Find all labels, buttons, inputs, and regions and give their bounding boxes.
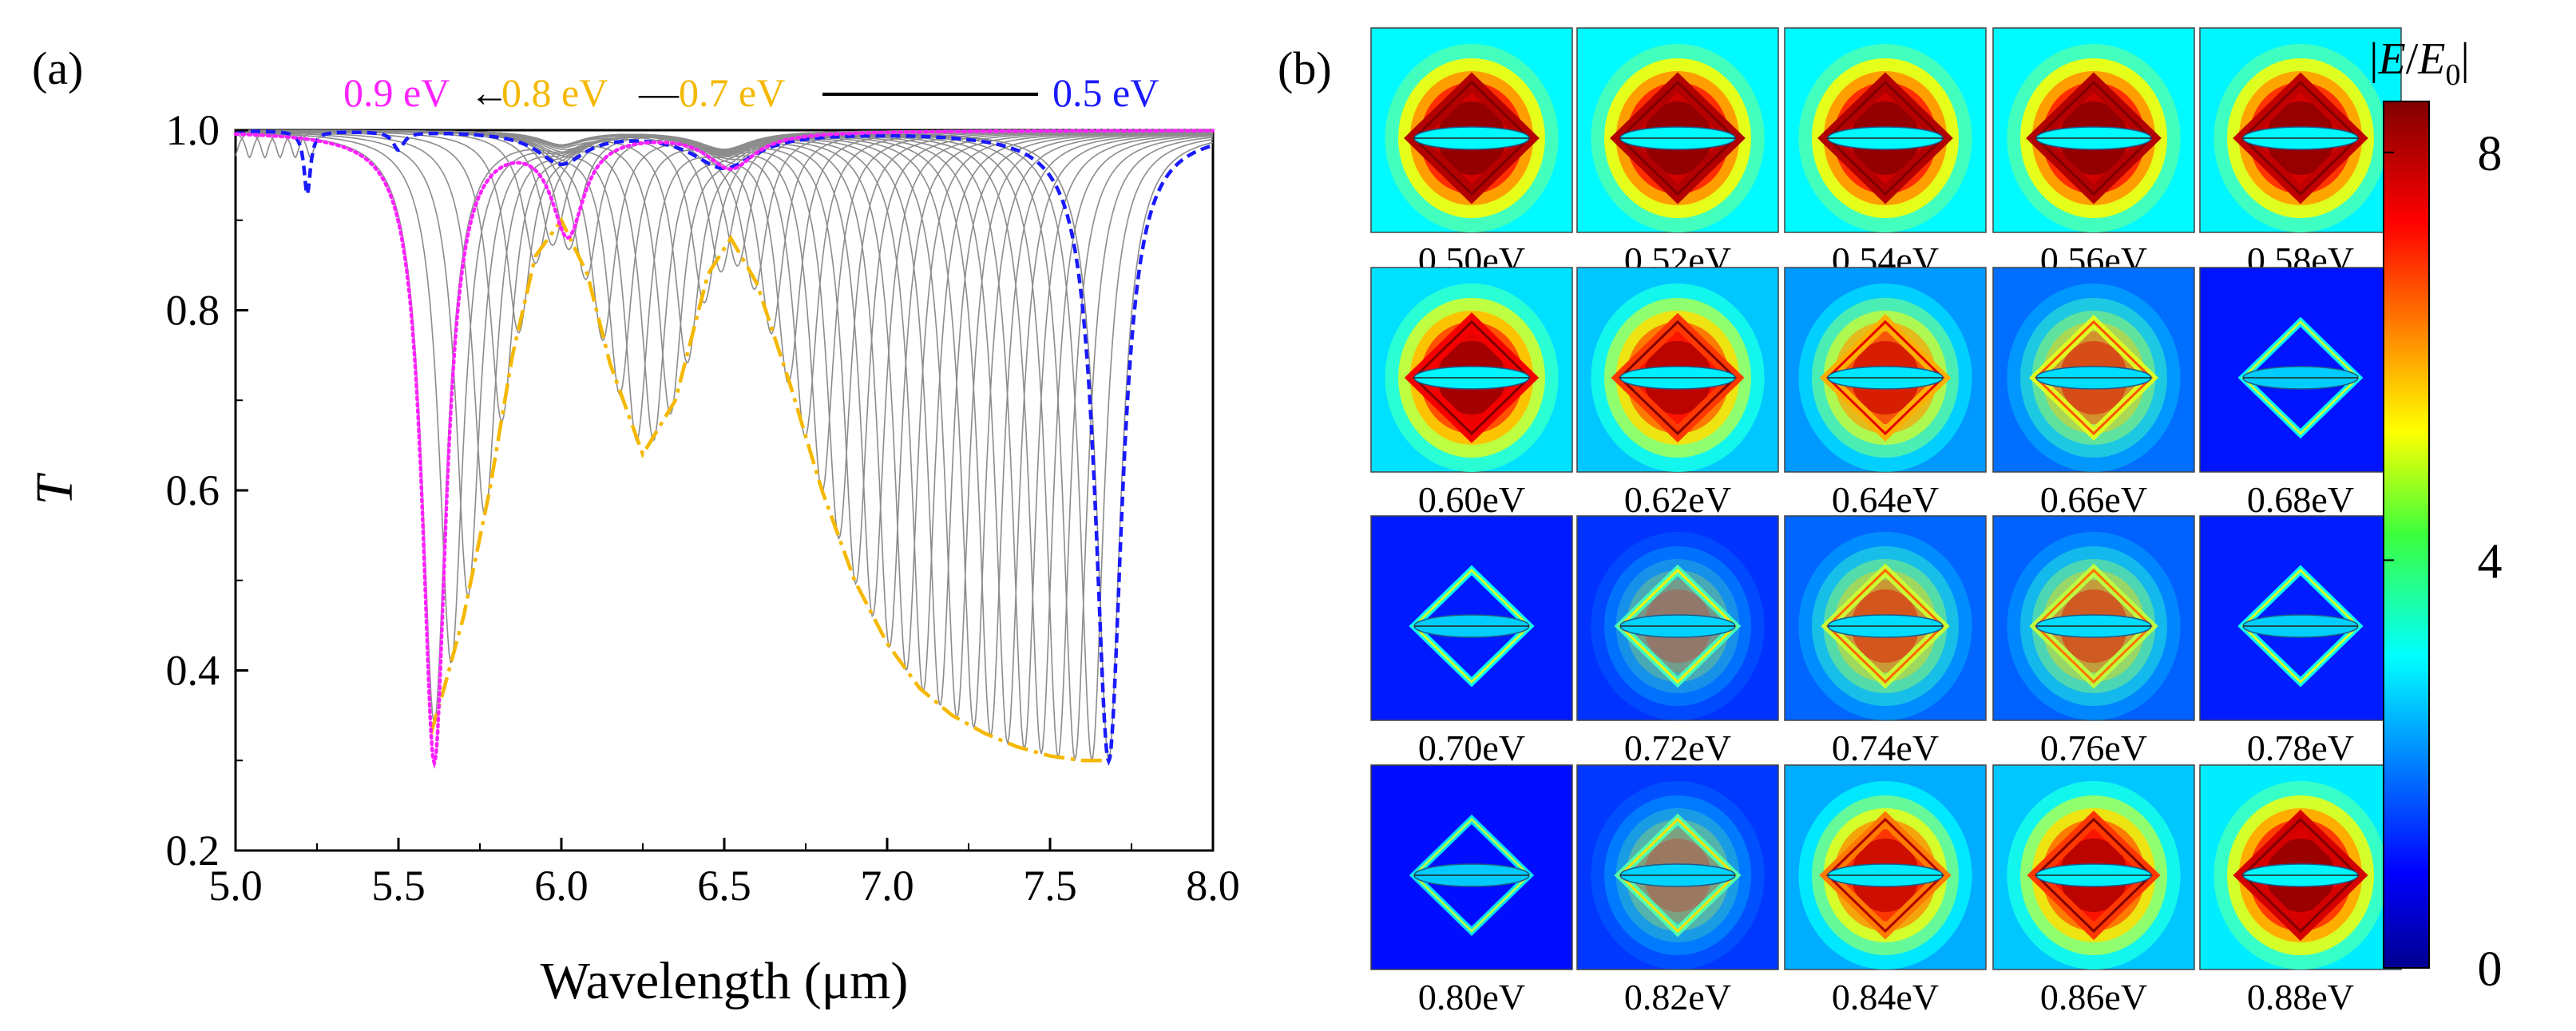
sweep-curve	[236, 129, 1213, 597]
annotation-09ev: 0.9 eV	[343, 70, 450, 115]
field-map-label: 0.72eV	[1624, 728, 1731, 768]
sweep-curve	[235, 130, 1214, 755]
colorbar-title: |E/E0|	[2369, 34, 2469, 92]
sweep-curve	[236, 129, 1213, 516]
field-map-cell: 0.82eV	[1576, 764, 1779, 1017]
field-map-cell: 0.86eV	[1992, 764, 2195, 1017]
y-tick-label: 0.4	[166, 647, 220, 695]
field-map-cell: 0.72eV	[1576, 515, 1779, 768]
x-tick-label: 6.5	[697, 862, 751, 910]
sweep-curve	[236, 129, 1214, 762]
colorbar-ticks: 8 4 0	[2384, 127, 2503, 997]
annotation-dash: —	[638, 70, 680, 115]
sweep-curve	[236, 129, 1213, 251]
field-map-label: 0.64eV	[1832, 479, 1939, 520]
y-tick-label: 0.2	[166, 827, 220, 874]
field-map-cell: 0.88eV	[2199, 764, 2402, 1017]
field-map-cell: 0.52eV	[1576, 27, 1779, 280]
x-tick-label: 8.0	[1186, 862, 1240, 910]
x-tick-label: 6.0	[534, 862, 589, 910]
colorbar: |E/E0| 8 4 0	[2369, 34, 2502, 997]
panel-b: (b) 0.50eV 0.52eV 0.54eV 0.56eV 0.58eV 0.60eV…	[1278, 27, 2503, 1017]
sweep-curve	[235, 129, 1214, 739]
field-map-cell: 0.58eV	[2199, 27, 2402, 280]
sweep-curve	[236, 130, 1214, 762]
y-tick-label: 0.6	[166, 466, 220, 514]
annotation-07ev: 0.7 eV	[679, 70, 785, 115]
sweep-curve	[235, 130, 1214, 746]
field-map-label: 0.82eV	[1624, 977, 1731, 1017]
field-map-cell: 0.74eV	[1784, 515, 1987, 768]
field-map-cell: 0.62eV	[1576, 267, 1779, 520]
panel-label-b: (b)	[1278, 42, 1332, 94]
colorbar-tick-label: 0	[2478, 942, 2503, 997]
annotation-08ev: 0.8 eV	[501, 70, 608, 115]
sweep-curve	[235, 129, 1214, 730]
field-map-cell: 0.64eV	[1784, 267, 1987, 520]
y-tick-label: 1.0	[166, 106, 220, 154]
sweep-curve	[235, 130, 1214, 760]
field-map-label: 0.66eV	[2040, 479, 2147, 520]
field-map-label: 0.88eV	[2247, 977, 2354, 1017]
annotation: 0.9 eV ← 0.8 eV — 0.7 eV 0.5 eV	[343, 70, 1159, 115]
field-map-label: 0.76eV	[2040, 728, 2147, 768]
field-map-cell: 0.60eV	[1370, 267, 1573, 520]
highlighted-series	[233, 129, 1215, 769]
field-map-label: 0.80eV	[1418, 977, 1525, 1017]
field-map-label: 0.68eV	[2247, 479, 2354, 520]
field-map-cell: 0.56eV	[1992, 27, 2195, 280]
sweep-curve	[235, 129, 1213, 724]
x-axis-label: Wavelength (μm)	[541, 952, 909, 1010]
field-map-cell: 0.66eV	[1992, 267, 2195, 520]
sweep-curve	[236, 129, 1213, 247]
field-map-cell: 0.84eV	[1784, 764, 1987, 1017]
panel-a: (a) 5.0 5.5 6.0 6.5 7.0 7.5 8.0 0.2 0.4 0.6 0.8 1.…	[26, 42, 1240, 1010]
sweep-lines	[235, 129, 1214, 763]
field-map-grid: 0.50eV 0.52eV 0.54eV 0.56eV 0.58eV 0.60eV 0.62…	[1370, 27, 2402, 1017]
annotation-arrow: ←	[470, 70, 509, 115]
field-map-cell: 0.50eV	[1370, 27, 1573, 280]
field-map-cell: 0.70eV	[1370, 515, 1573, 768]
sweep-curve	[236, 129, 1213, 541]
field-map-label: 0.84eV	[1832, 977, 1939, 1017]
sweep-curve	[236, 129, 1214, 763]
x-tick-label: 5.5	[371, 862, 426, 910]
annotation-05ev: 0.5 eV	[1052, 70, 1159, 115]
series-09ev	[233, 129, 1215, 769]
plot-frame	[234, 129, 1215, 852]
y-axis-label: T	[26, 472, 84, 505]
field-map-cell: 0.76eV	[1992, 515, 2195, 768]
colorbar-tick-label: 8	[2478, 127, 2503, 181]
sweep-curve	[236, 129, 1213, 494]
y-tick-label: 0.8	[166, 287, 220, 335]
field-map-label: 0.78eV	[2247, 728, 2354, 768]
y-axis: 0.2 0.4 0.6 0.8 1.0	[166, 106, 248, 874]
sweep-curve	[236, 129, 1214, 720]
field-map-label: 0.60eV	[1418, 479, 1525, 520]
field-map-label: 0.70eV	[1418, 728, 1525, 768]
plot-area	[233, 129, 1215, 852]
series-envelope	[429, 216, 1103, 763]
x-tick-label: 7.0	[860, 862, 914, 910]
sweep-curve	[235, 130, 1214, 750]
sweep-curve	[236, 129, 1213, 342]
field-map-label: 0.74eV	[1832, 728, 1939, 768]
x-tick-label: 7.5	[1023, 862, 1077, 910]
field-map-cell: 0.54eV	[1784, 27, 1987, 280]
x-tick-label: 5.0	[208, 862, 263, 910]
field-map-cell: 0.68eV	[2199, 267, 2402, 520]
panel-label-a: (a)	[32, 42, 83, 94]
colorbar-tick-label: 4	[2478, 534, 2503, 589]
colorbar-gradient	[2383, 101, 2430, 969]
series-05ev	[235, 129, 1214, 767]
field-map-cell: 0.78eV	[2199, 515, 2402, 768]
field-map-label: 0.86eV	[2040, 977, 2147, 1017]
field-map-cell: 0.80eV	[1370, 764, 1573, 1017]
field-map-label: 0.62eV	[1624, 479, 1731, 520]
x-axis: 5.0 5.5 6.0 6.5 7.0 7.5 8.0	[208, 838, 1240, 910]
